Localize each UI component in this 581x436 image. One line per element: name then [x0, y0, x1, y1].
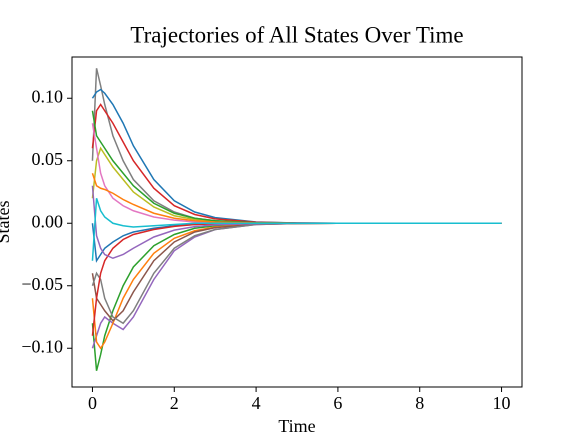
trajectory-line [91, 173, 502, 224]
trajectory-line [91, 222, 502, 322]
trajectory-line [91, 123, 502, 224]
x-tick-label: 6 [333, 393, 342, 413]
x-axis-label: Time [278, 416, 315, 436]
trajectory-line [91, 68, 502, 224]
x-tick-label: 10 [493, 393, 511, 413]
chart-title: Trajectories of All States Over Time [130, 22, 463, 47]
trajectory-line [91, 198, 502, 261]
y-tick-label: 0.10 [32, 86, 64, 106]
trajectory-line [91, 222, 502, 350]
x-tick-label: 8 [415, 393, 424, 413]
y-axis-label: States [0, 201, 13, 244]
trajectory-line [91, 103, 502, 224]
trajectory-line [91, 222, 502, 371]
plot-frame [71, 56, 523, 388]
y-tick-label: −0.05 [21, 274, 63, 294]
trajectory-line [91, 222, 502, 349]
trajectory-line [91, 222, 502, 325]
trajectory-line [91, 146, 502, 224]
y-tick-label: 0.00 [32, 211, 64, 231]
x-tick-label: 0 [88, 393, 97, 413]
x-tick-label: 2 [170, 393, 179, 413]
x-tick-label: 4 [252, 393, 261, 413]
y-tick-label: −0.10 [21, 336, 63, 356]
trajectory-line [91, 185, 502, 260]
y-tick-label: 0.05 [32, 149, 64, 169]
